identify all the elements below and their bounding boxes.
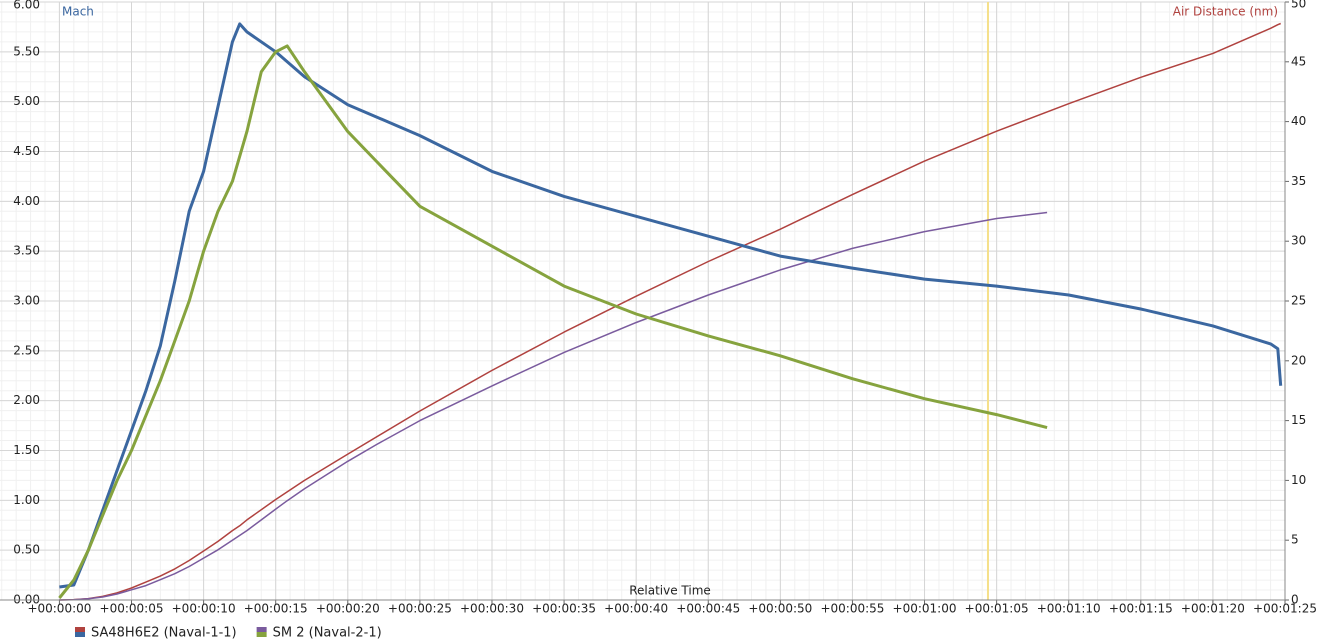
data-line — [59, 22, 1281, 601]
y-axis-label: Mach — [62, 5, 94, 19]
y-tick-label: 2.50 — [13, 343, 40, 357]
y-tick-label: 4.50 — [13, 144, 40, 158]
legend-label: SA48H6E2 (Naval-1-1) — [91, 626, 237, 640]
x-tick-label: +00:01:00 — [893, 602, 957, 616]
data-line — [59, 22, 1283, 589]
y-tick-label: 3.00 — [13, 294, 40, 308]
y-tick-label: 6.00 — [13, 0, 40, 12]
x-tick-label: +00:00:15 — [244, 602, 308, 616]
y2-tick-label: 20 — [1291, 353, 1306, 367]
x-tick-label: +00:00:05 — [100, 602, 164, 616]
y-tick-label: 2.00 — [13, 393, 40, 407]
y2-tick-label: 40 — [1291, 114, 1306, 128]
legend-swatch — [75, 632, 85, 637]
x-tick-label: +00:00:20 — [316, 602, 380, 616]
x-tick-label: +00:00:30 — [460, 602, 524, 616]
y2-tick-label: 50 — [1291, 0, 1306, 11]
y2-tick-label: 45 — [1291, 54, 1306, 68]
y-tick-label: 5.50 — [13, 44, 40, 58]
y-tick-label: 1.00 — [13, 493, 40, 507]
x-tick-label: +00:01:05 — [965, 602, 1029, 616]
y2-tick-label: 30 — [1291, 234, 1306, 248]
x-axis-label: Relative Time — [629, 584, 711, 598]
x-tick-label: +00:00:00 — [27, 602, 91, 616]
y2-axis-label: Air Distance (nm) — [1173, 5, 1278, 19]
legend-label: SM 2 (Naval-2-1) — [273, 626, 382, 640]
x-tick-label: +00:01:25 — [1253, 602, 1317, 616]
x-tick-label: +00:00:55 — [820, 602, 884, 616]
x-tick-label: +00:01:20 — [1181, 602, 1245, 616]
y2-tick-label: 10 — [1291, 473, 1306, 487]
y-tick-label: 3.50 — [13, 244, 40, 258]
x-tick-label: +00:00:10 — [172, 602, 236, 616]
x-tick-label: +00:00:35 — [532, 602, 596, 616]
y-tick-label: 1.50 — [13, 443, 40, 457]
y-tick-label: 5.00 — [13, 94, 40, 108]
y2-tick-label: 5 — [1291, 533, 1299, 547]
legend-swatch — [256, 632, 267, 637]
x-tick-label: +00:00:25 — [388, 602, 452, 616]
x-tick-label: +00:01:15 — [1109, 602, 1173, 616]
x-tick-label: +00:00:50 — [748, 602, 812, 616]
x-tick-label: +00:01:10 — [1037, 602, 1101, 616]
legend: SA48H6E2 (Naval-1-1) SM 2 (Naval-2-1) — [75, 626, 382, 640]
y2-tick-label: 15 — [1291, 413, 1306, 427]
plot — [58, 2, 1283, 601]
grid — [0, 1, 1286, 601]
y-tick-label: 4.00 — [13, 194, 40, 208]
data-line — [59, 211, 1048, 601]
legend-swatch — [75, 627, 85, 632]
data-line — [58, 44, 1048, 599]
x-tick-label: +00:00:40 — [604, 602, 668, 616]
y2-tick-label: 35 — [1291, 174, 1306, 188]
y2-tick-label: 25 — [1291, 294, 1306, 308]
y2-tick-label: 0 — [1291, 593, 1299, 607]
legend-swatch — [256, 627, 267, 632]
y-tick-label: 0.50 — [13, 543, 40, 557]
x-tick-label: +00:00:45 — [676, 602, 740, 616]
